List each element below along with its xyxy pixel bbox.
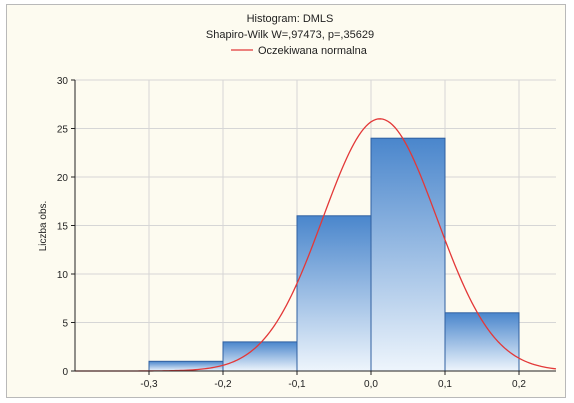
x-tick-label: -0,3 (140, 379, 158, 390)
x-tick-label: 0,0 (364, 379, 378, 390)
y-tick-label: 0 (62, 367, 68, 378)
x-tick-label: -0,1 (288, 379, 306, 390)
x-axis-ticks: -0,3 -0,2 -0,1 0,0 0,1 0,2 (140, 371, 526, 390)
legend: Oczekiwana normalna (231, 45, 368, 57)
chart-title: Histogram: DMLS (247, 13, 334, 25)
y-tick-label: 15 (57, 222, 69, 233)
y-tick-label: 20 (57, 173, 69, 184)
y-tick-label: 5 (62, 319, 68, 330)
x-tick-label: -0,2 (214, 379, 232, 390)
y-tick-label: 30 (57, 76, 69, 87)
histogram-bar (296, 215, 372, 372)
chart-subtitle: Shapiro-Wilk W=,97473, p=,35629 (206, 29, 374, 41)
histogram-bar (148, 360, 224, 372)
legend-label: Oczekiwana normalna (258, 45, 368, 57)
y-axis-ticks: 0 5 10 15 20 25 30 (57, 76, 75, 378)
y-axis-label: Liczba obs. (38, 201, 49, 252)
y-tick-label: 25 (57, 125, 69, 136)
x-tick-label: 0,2 (512, 379, 526, 390)
histogram-bar (370, 137, 446, 372)
histogram-bars (148, 137, 520, 372)
histogram-bar (222, 341, 298, 372)
x-tick-label: 0,1 (438, 379, 452, 390)
y-tick-label: 10 (57, 270, 69, 281)
